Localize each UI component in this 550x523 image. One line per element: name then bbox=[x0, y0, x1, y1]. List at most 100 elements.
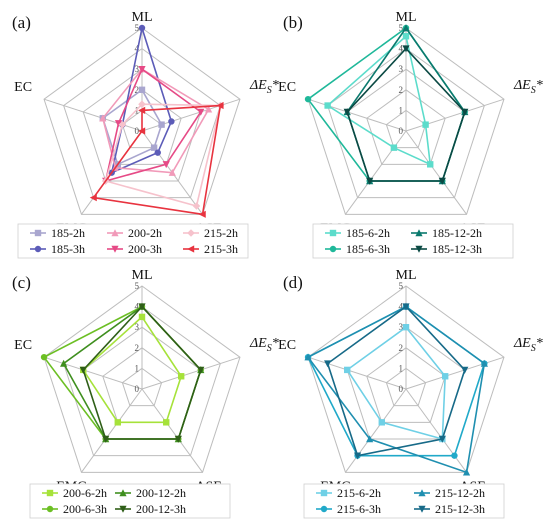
grid-spoke bbox=[405, 130, 467, 215]
grid-ring bbox=[385, 109, 427, 149]
legend-label: 200-3h bbox=[128, 242, 162, 256]
legend-entry: 185-2h bbox=[30, 226, 85, 240]
data-point bbox=[163, 419, 170, 426]
grid-spoke bbox=[345, 130, 407, 215]
legend-label: 215-12-3h bbox=[435, 502, 485, 516]
axis-label-1: ΔES* bbox=[249, 78, 279, 96]
data-point bbox=[89, 194, 97, 202]
legend-label: 185-2h bbox=[51, 226, 85, 240]
legend-box bbox=[17, 223, 249, 259]
legend-marker bbox=[119, 489, 127, 497]
data-point bbox=[150, 144, 158, 151]
legend-label: 200-6-3h bbox=[63, 502, 107, 516]
data-point bbox=[197, 108, 205, 116]
data-point bbox=[154, 149, 161, 156]
legend-entry: 215-12-2h bbox=[414, 486, 485, 500]
legend-entry: 185-3h bbox=[30, 242, 85, 256]
legend-marker bbox=[46, 505, 54, 513]
data-point bbox=[114, 419, 121, 426]
data-point bbox=[438, 177, 446, 185]
series-line bbox=[326, 305, 466, 457]
grid-ring bbox=[307, 285, 505, 473]
legend-label: 185-6-3h bbox=[346, 242, 390, 256]
panel-label: (b) bbox=[283, 13, 303, 32]
grid-ring bbox=[366, 347, 446, 423]
data-point bbox=[198, 210, 206, 218]
axis-label-0: ML bbox=[396, 10, 417, 25]
data-point bbox=[118, 120, 127, 129]
tick-label: 4 bbox=[135, 302, 140, 312]
tick-label: 5 bbox=[399, 281, 404, 291]
legend-marker bbox=[34, 245, 42, 253]
grid-spoke bbox=[405, 388, 467, 473]
legend-label: 185-3h bbox=[51, 242, 85, 256]
data-point bbox=[422, 121, 429, 128]
axis-label-4: EC bbox=[14, 338, 32, 353]
tick-label: 4 bbox=[399, 302, 404, 312]
data-point bbox=[60, 359, 68, 367]
tick-label: 2 bbox=[135, 343, 140, 353]
legend-marker bbox=[187, 229, 195, 237]
legend-entry: 215-3h bbox=[183, 242, 238, 256]
series-line bbox=[104, 103, 222, 207]
legend-entry: 200-6-3h bbox=[42, 502, 107, 516]
data-point bbox=[138, 66, 146, 73]
legend-marker bbox=[418, 489, 426, 497]
tick-label: 3 bbox=[399, 64, 404, 74]
grid-spoke bbox=[405, 98, 505, 132]
legend-marker bbox=[418, 505, 426, 513]
legend-entry: 200-2h bbox=[107, 226, 162, 240]
panel-0: (a)012345MLΔES*ASEEMCEC185-2h185-3h200-2… bbox=[12, 10, 279, 259]
data-point bbox=[168, 118, 175, 125]
data-point bbox=[304, 353, 312, 361]
tick-label: 5 bbox=[135, 23, 140, 33]
grid-spoke bbox=[43, 98, 143, 132]
legend-entry: 185-6-2h bbox=[325, 226, 390, 240]
legend-marker bbox=[119, 505, 127, 513]
axis-label-0: ML bbox=[396, 268, 417, 283]
legend-label: 215-6-3h bbox=[337, 502, 381, 516]
legend-marker bbox=[111, 229, 119, 237]
series-line bbox=[346, 47, 466, 182]
data-point bbox=[441, 373, 449, 380]
legend-marker bbox=[320, 505, 328, 513]
data-point bbox=[343, 108, 351, 116]
legend-marker bbox=[329, 245, 337, 253]
data-point bbox=[366, 177, 374, 185]
panel-2: (c)012345MLΔES*ASEEMCEC200-6-2h200-6-3h2… bbox=[12, 268, 279, 519]
data-point bbox=[427, 161, 434, 168]
legend-marker bbox=[111, 245, 119, 253]
tick-label: 4 bbox=[135, 44, 140, 54]
data-point bbox=[462, 468, 471, 476]
tick-label: 5 bbox=[399, 23, 404, 33]
legend-label: 200-2h bbox=[128, 226, 162, 240]
legend-entry: 215-6-3h bbox=[316, 502, 381, 516]
grid-spoke bbox=[141, 388, 203, 473]
data-point bbox=[451, 452, 458, 459]
grid-ring bbox=[385, 367, 427, 407]
series-185-12-3h bbox=[343, 45, 469, 185]
grid-spoke bbox=[141, 356, 241, 390]
data-point bbox=[158, 121, 165, 128]
legend-label: 200-6-2h bbox=[63, 486, 107, 500]
legend-label: 215-12-2h bbox=[435, 486, 485, 500]
legend-entry: 215-12-3h bbox=[414, 502, 485, 516]
series-line bbox=[326, 34, 432, 166]
grid-ring bbox=[63, 47, 221, 199]
series-line bbox=[346, 326, 446, 441]
grid-ring bbox=[327, 47, 485, 199]
grid-ring bbox=[43, 285, 241, 473]
legend-entry: 200-6-2h bbox=[42, 486, 107, 500]
legend-label: 185-12-3h bbox=[432, 242, 482, 256]
axis-label-1: ΔES* bbox=[513, 78, 543, 96]
tick-label: 1 bbox=[135, 363, 140, 373]
tick-label: 3 bbox=[399, 322, 404, 332]
data-point bbox=[40, 353, 48, 361]
legend-entry: 200-3h bbox=[107, 242, 162, 256]
panel-1: (b)012345MLΔES*ASEEMCEC185-6-2h185-6-3h1… bbox=[278, 10, 543, 259]
tick-label: 1 bbox=[399, 363, 404, 373]
data-point bbox=[402, 33, 410, 40]
data-point bbox=[138, 86, 146, 93]
series-line bbox=[306, 305, 486, 457]
series-215-12-2h bbox=[304, 302, 488, 476]
